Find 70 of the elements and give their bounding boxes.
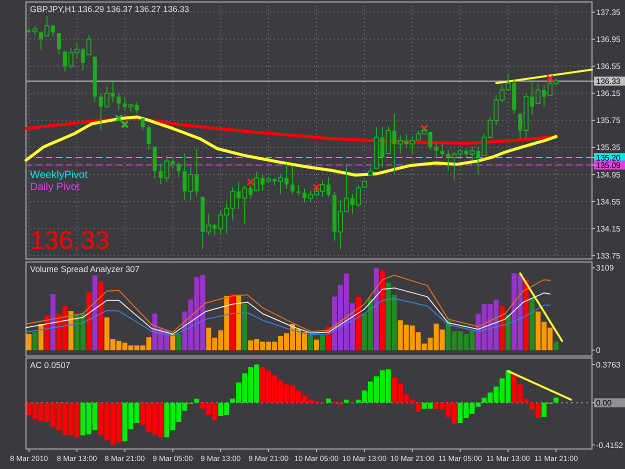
y-tick-label: 135.75 bbox=[596, 116, 622, 126]
bar bbox=[38, 324, 44, 350]
bar bbox=[44, 315, 50, 350]
y-tick-label: 137.35 bbox=[596, 8, 622, 17]
bar bbox=[26, 334, 32, 350]
y-tick-label: 136.95 bbox=[596, 34, 622, 44]
bar bbox=[320, 335, 325, 350]
y-tick-label: -0.4152 bbox=[596, 440, 624, 450]
bar bbox=[314, 340, 319, 350]
y-tick-label: 136.33 bbox=[596, 76, 622, 86]
y-tick-label: 134.55 bbox=[596, 197, 622, 206]
y-tick-label: 135.09 bbox=[596, 160, 622, 170]
y-tick-label: 135.20 bbox=[596, 153, 622, 162]
y-tick-label: 136.15 bbox=[596, 89, 622, 98]
y-tick-label: 0.00 bbox=[596, 398, 612, 408]
bar bbox=[500, 306, 505, 350]
y-tick-label: 134.95 bbox=[596, 170, 622, 180]
y-tick-label: 136.55 bbox=[596, 62, 622, 72]
chart-title: Volume Spread Analyzer 307 bbox=[30, 264, 140, 274]
bar bbox=[68, 310, 74, 350]
ref-line-label: Daily Pivot bbox=[30, 180, 80, 193]
bar bbox=[92, 275, 98, 350]
y-tick-label: 134.15 bbox=[596, 224, 622, 234]
bar bbox=[308, 335, 313, 350]
candlestick bbox=[146, 124, 151, 151]
point bbox=[114, 114, 123, 122]
candlestick bbox=[56, 32, 61, 56]
bar bbox=[194, 398, 200, 403]
bar bbox=[356, 296, 361, 350]
line-series bbox=[26, 298, 551, 336]
line-series bbox=[26, 274, 551, 333]
candlestick bbox=[116, 92, 121, 111]
y-tick-label: 133.75 bbox=[596, 251, 622, 260]
line-series bbox=[26, 287, 551, 335]
candlestick bbox=[176, 162, 181, 178]
candlestick bbox=[290, 165, 295, 195]
point bbox=[312, 183, 320, 192]
bar bbox=[32, 332, 38, 350]
bar bbox=[170, 334, 176, 350]
chart-title: GBPJPY,H1 136.29 136.37 136.27 136.33 bbox=[30, 4, 190, 14]
bar bbox=[86, 292, 92, 350]
candlestick bbox=[140, 118, 145, 131]
bar bbox=[242, 304, 248, 350]
bar bbox=[380, 270, 385, 350]
bar bbox=[554, 398, 559, 403]
candlestick bbox=[434, 142, 438, 158]
bar bbox=[236, 294, 242, 350]
bar bbox=[374, 268, 379, 350]
bar bbox=[176, 334, 182, 350]
annotation: 136.33 bbox=[30, 225, 110, 255]
chart-title: AC 0.0507 bbox=[30, 360, 70, 370]
bar bbox=[554, 342, 559, 350]
bar bbox=[344, 400, 349, 403]
bar bbox=[416, 402, 421, 412]
point bbox=[246, 178, 255, 186]
bar bbox=[530, 298, 535, 350]
ref-line-label: WeeklyPivot bbox=[30, 168, 88, 181]
y-tick-label: 3109 bbox=[596, 264, 614, 273]
bar bbox=[326, 398, 331, 403]
bar bbox=[506, 314, 511, 350]
bar bbox=[524, 280, 529, 350]
point bbox=[546, 74, 554, 82]
bar bbox=[50, 294, 56, 350]
y-tick-label: 0.3763 bbox=[596, 360, 622, 370]
point bbox=[420, 124, 428, 132]
y-tick-label: 135.35 bbox=[596, 143, 622, 152]
y-tick-label: 0 bbox=[596, 346, 601, 355]
bar bbox=[230, 294, 236, 350]
bar bbox=[98, 282, 104, 350]
point bbox=[120, 120, 129, 128]
